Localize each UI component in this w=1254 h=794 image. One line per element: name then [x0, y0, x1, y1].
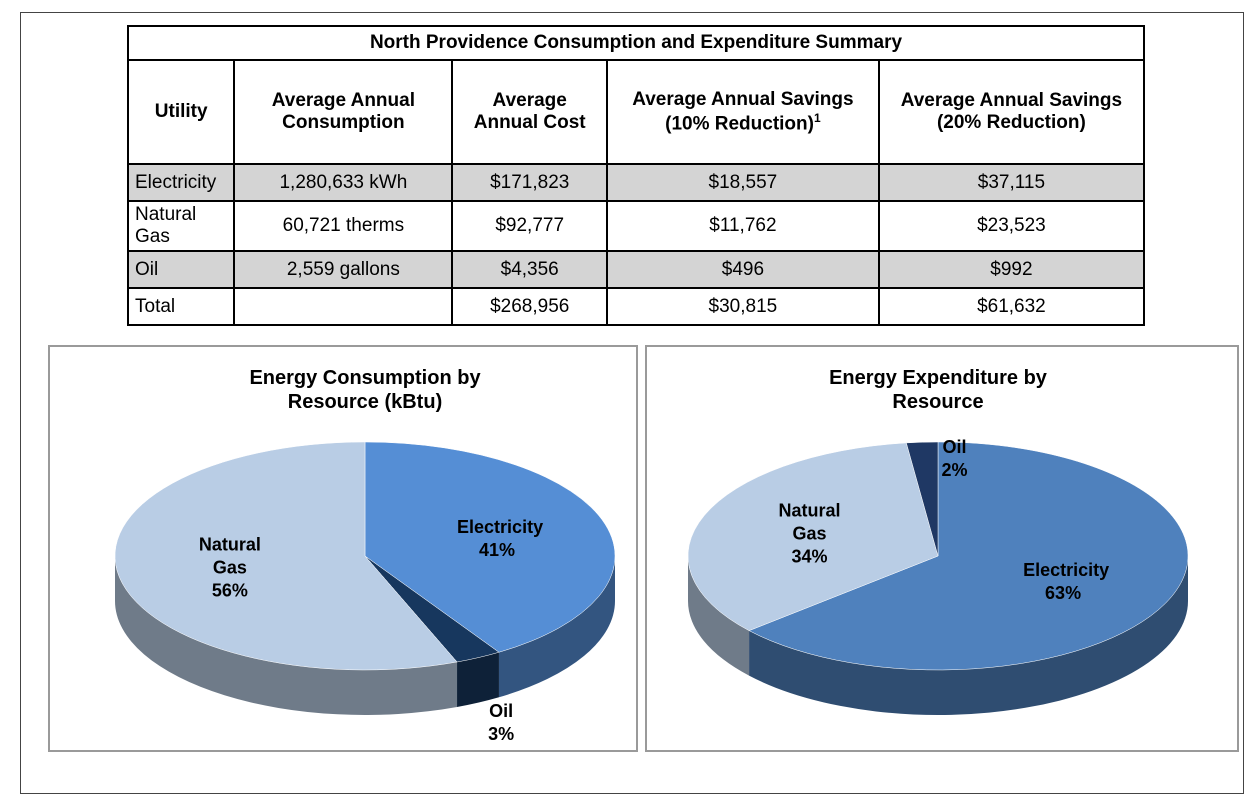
cell: $171,823	[451, 163, 608, 202]
cell: $4,356	[451, 250, 608, 289]
data-row: Natural Gas 60,721 therms $92,777 $11,762 $2…	[126, 200, 1146, 252]
cell: $37,115	[877, 163, 1146, 202]
column-header: Average Annual Cost	[451, 59, 608, 165]
header-row: Utility Average Annual Consumption Average…	[126, 59, 1146, 165]
slice-value: 63%	[1045, 583, 1082, 604]
slice-name: Oil	[489, 700, 514, 721]
slice-value: 34%	[791, 546, 828, 567]
cell: 2,559 gallons	[233, 250, 454, 289]
cell: $496	[605, 250, 880, 289]
column-header: Average Annual Savings (20% Reduction)	[877, 59, 1146, 165]
cell: Total	[126, 287, 236, 326]
slice	[687, 442, 939, 631]
header-text: Average Annual Cost	[473, 90, 586, 133]
pie	[114, 441, 616, 715]
summary-table: North Providence Consumption and Expendi…	[126, 25, 1146, 326]
cell	[233, 287, 454, 326]
header-text: Utility	[154, 101, 208, 122]
slice-label: Electricity 63%	[1023, 559, 1110, 605]
slice-side	[688, 556, 750, 676]
cell: Natural Gas	[126, 200, 236, 252]
slice-label: Oil 2%	[915, 436, 995, 482]
slice	[906, 441, 939, 557]
slice-value: 56%	[211, 580, 248, 601]
chart-box	[645, 345, 1239, 752]
slice-value: 2%	[941, 460, 968, 481]
page: North Providence Consumption and Expendi…	[20, 12, 1244, 794]
slice	[748, 441, 1189, 671]
cell: $11,762	[605, 200, 880, 252]
slice-value: 41%	[479, 539, 516, 560]
slice-name: Electricity	[1023, 560, 1110, 581]
cell: 60,721 therms	[233, 200, 454, 252]
slice-label: Natural Gas 34%	[770, 499, 850, 568]
column-header: Average Annual Consumption	[233, 59, 454, 165]
cell: $92,777	[451, 200, 608, 252]
slice-name: Natural Gas	[198, 534, 261, 578]
slice-label: Natural Gas 56%	[190, 533, 270, 602]
slice-name: Natural Gas	[778, 500, 841, 544]
charts	[114, 441, 1189, 716]
slice-side	[457, 652, 499, 707]
cell: Oil	[126, 250, 236, 289]
cell: $30,815	[605, 287, 880, 326]
cell: 1,280,633 kWh	[233, 163, 454, 202]
slice-value: 3%	[488, 723, 515, 744]
header-text: Average Annual Consumption	[271, 90, 415, 133]
cell: Electricity	[126, 163, 236, 202]
slice-side	[498, 556, 615, 698]
chart-title: Energy Consumption by Resource (kBtu)	[249, 367, 481, 413]
data-row: Oil 2,559 gallons $4,356 $496 $992	[126, 250, 1146, 289]
cell: $61,632	[877, 287, 1146, 326]
slice-name: Electricity	[457, 516, 544, 537]
header-text: Average Annual Savings (20% Reduction)	[900, 90, 1123, 133]
data-row: Electricity 1,280,633 kWh $171,823 $18,557 $…	[126, 163, 1146, 202]
slice-side	[115, 556, 458, 715]
slice	[364, 441, 616, 653]
slice-name: Oil	[942, 437, 967, 458]
header-text: Average Annual Savings (10% Reduction)	[632, 88, 854, 135]
cell: $992	[877, 250, 1146, 289]
table-title: North Providence Consumption and Expendi…	[127, 25, 1145, 61]
data-row: Total $268,956 $30,815 $61,632	[126, 287, 1146, 326]
pie	[687, 441, 1189, 716]
cell: $23,523	[877, 200, 1146, 252]
slice-label: Oil 3%	[461, 700, 541, 746]
slice	[114, 441, 458, 671]
title-row: North Providence Consumption and Expendi…	[127, 25, 1145, 61]
column-header: Utility	[126, 59, 236, 165]
chart-title: Energy Expenditure by Resource	[829, 367, 1047, 413]
column-header: Average Annual Savings (10% Reduction)1	[605, 59, 880, 165]
cell: $268,956	[451, 287, 608, 326]
chart-box	[48, 345, 638, 752]
footnote-marker: 1	[813, 110, 821, 125]
cell: $18,557	[605, 163, 880, 202]
slice-side	[749, 556, 1188, 716]
slice-label: Electricity 41%	[457, 516, 544, 562]
